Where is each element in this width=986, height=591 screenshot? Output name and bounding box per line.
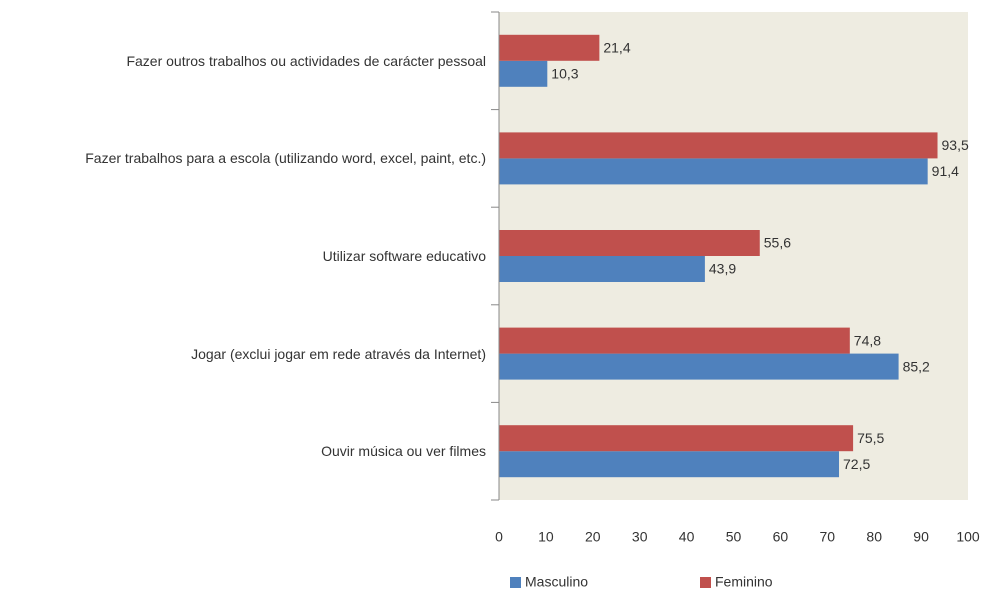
value-label: 21,4 <box>603 40 630 56</box>
category-label: Ouvir música ou ver filmes <box>0 421 486 481</box>
value-label: 93,5 <box>942 137 969 153</box>
x-tick-label: 40 <box>679 529 695 545</box>
x-tick-label: 10 <box>538 529 554 545</box>
bar <box>499 230 760 256</box>
bar <box>499 451 840 478</box>
bar <box>499 132 938 159</box>
bar <box>499 60 548 87</box>
x-tick-label: 50 <box>726 529 742 545</box>
value-label: 74,8 <box>854 332 881 348</box>
x-tick-label: 90 <box>913 529 929 545</box>
value-label: 75,5 <box>857 430 884 446</box>
x-tick-label: 80 <box>866 529 882 545</box>
x-tick-label: 20 <box>585 529 601 545</box>
value-label: 55,6 <box>764 235 791 251</box>
category-text: Fazer outros trabalhos ou actividades de… <box>126 52 486 69</box>
bar <box>499 256 705 282</box>
x-tick-label: 70 <box>820 529 836 545</box>
legend-swatch <box>510 577 521 588</box>
bar <box>499 353 899 380</box>
category-label: Fazer outros trabalhos ou actividades de… <box>0 31 486 91</box>
legend-swatch <box>700 577 711 588</box>
value-label: 10,3 <box>551 66 578 82</box>
x-tick-label: 60 <box>773 529 789 545</box>
bar <box>499 327 850 354</box>
value-label: 43,9 <box>709 261 736 277</box>
value-label: 91,4 <box>932 163 959 179</box>
category-text: Utilizar software educativo <box>322 248 486 264</box>
category-text: Ouvir música ou ver filmes <box>321 443 486 460</box>
x-tick-label: 0 <box>495 529 503 545</box>
value-label: 85,2 <box>903 358 930 374</box>
category-label: Jogar (exclui jogar em rede através da I… <box>0 324 486 384</box>
category-text: Fazer trabalhos para a escola (utilizand… <box>85 150 486 167</box>
category-text: Jogar (exclui jogar em rede através da I… <box>191 345 486 362</box>
legend-label: Feminino <box>715 574 773 590</box>
bar <box>499 34 600 61</box>
category-label: Fazer trabalhos para a escola (utilizand… <box>0 128 486 188</box>
x-tick-label: 100 <box>956 529 980 545</box>
bar <box>499 425 854 452</box>
category-label: Utilizar software educativo <box>0 226 486 286</box>
bar <box>499 158 928 185</box>
legend-label: Masculino <box>525 574 588 590</box>
x-tick-label: 30 <box>632 529 648 545</box>
value-label: 72,5 <box>843 456 870 472</box>
